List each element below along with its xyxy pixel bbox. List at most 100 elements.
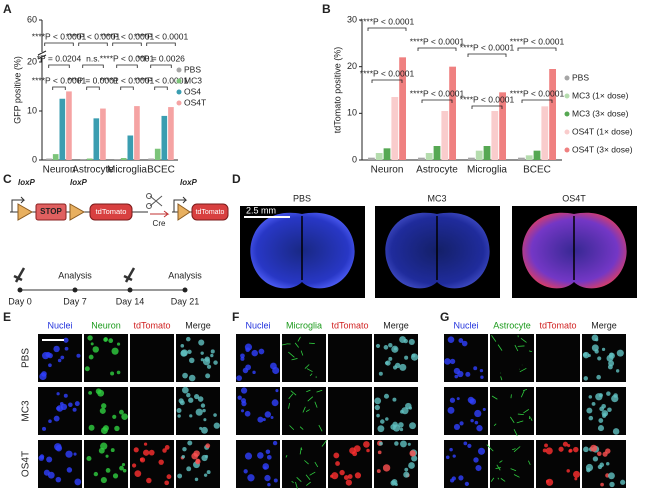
cell: [56, 392, 60, 396]
micrograph: [582, 440, 626, 488]
cell-process: [300, 447, 303, 451]
cell: [409, 450, 416, 457]
legend-marker: [176, 78, 182, 84]
cell-process: [516, 420, 524, 424]
cell: [213, 360, 218, 365]
cell: [609, 481, 615, 488]
bar: [154, 148, 161, 160]
y-tick-label: 60: [27, 14, 37, 24]
cre-arrow: [150, 210, 170, 218]
cell: [57, 358, 62, 363]
legend-marker: [176, 89, 182, 95]
legend-marker: [176, 67, 182, 73]
cell: [545, 479, 549, 483]
cell-process: [523, 389, 528, 392]
column-header: tdTomato: [133, 320, 170, 330]
cell-process: [299, 426, 304, 430]
cell: [595, 338, 599, 342]
legend-marker: [564, 93, 570, 99]
cell: [608, 472, 615, 480]
cell: [447, 336, 455, 343]
row-label: PBS: [21, 348, 32, 368]
cell: [48, 363, 52, 368]
cell: [116, 342, 121, 346]
tdtomato-gene: [89, 203, 133, 221]
cell: [377, 425, 385, 433]
cell: [608, 360, 615, 367]
cell: [64, 346, 69, 351]
cell: [121, 413, 128, 421]
significance-label: ****P < 0.0001: [100, 31, 155, 41]
cell: [588, 395, 593, 399]
cell: [245, 364, 252, 371]
cell: [461, 340, 468, 347]
cell: [385, 417, 389, 421]
cell: [590, 444, 598, 452]
cell: [363, 441, 370, 448]
cell: [398, 422, 404, 428]
cell: [105, 468, 111, 473]
cell: [473, 457, 479, 463]
panel-letter: F: [232, 310, 239, 324]
cell: [63, 337, 69, 343]
cell-process: [514, 344, 519, 352]
cell-process: [285, 455, 288, 458]
cell: [204, 356, 210, 362]
cell: [258, 348, 265, 355]
significance-bracket: [146, 42, 176, 46]
timeline-dot: [72, 287, 78, 293]
cell: [339, 469, 345, 476]
cell: [42, 426, 47, 431]
cell: [73, 452, 77, 456]
cell: [458, 338, 464, 343]
cell: [382, 464, 391, 472]
significance-bracket: [120, 86, 134, 90]
x-tick-label: BCEC: [147, 165, 175, 176]
cell: [162, 448, 167, 453]
cell: [558, 446, 564, 452]
bar: [533, 150, 541, 160]
cell: [88, 424, 95, 431]
legend-label: MC3: [184, 75, 202, 85]
cell: [195, 458, 201, 465]
cell: [164, 480, 170, 486]
day-label: Day 7: [63, 296, 87, 306]
legend-marker: [176, 100, 182, 106]
cell: [53, 345, 60, 353]
cell: [111, 347, 119, 355]
cell-process: [305, 409, 310, 412]
cell-process: [304, 364, 310, 369]
cell-process: [528, 350, 532, 353]
cell: [88, 354, 94, 360]
cell: [583, 446, 589, 453]
analysis-label: Analysis: [58, 270, 92, 280]
cell-process: [500, 478, 506, 482]
significance-label: ***P = 0.0001: [67, 75, 118, 85]
cell: [76, 353, 81, 358]
cell: [195, 408, 203, 416]
bar: [483, 146, 491, 160]
cell-process: [314, 461, 319, 468]
cell: [331, 472, 339, 480]
bar: [368, 157, 375, 160]
cell: [410, 353, 419, 361]
cell: [243, 469, 248, 474]
cell-process: [300, 350, 304, 356]
cell: [205, 443, 211, 449]
cell: [605, 448, 611, 454]
significance-label: n.s.: [86, 53, 100, 63]
cell: [366, 448, 370, 453]
cell: [200, 403, 206, 408]
cell: [176, 407, 182, 413]
significance-label: ****P < 0.0001: [410, 36, 465, 46]
significance-bracket: [417, 47, 457, 51]
legend-label: MC3 (1× dose): [572, 90, 629, 100]
bar: [46, 158, 52, 160]
cell: [470, 418, 474, 423]
legend-label: PBS: [184, 64, 201, 74]
y-tick-label: 0: [352, 154, 357, 164]
cell: [392, 397, 397, 402]
cell: [48, 419, 52, 423]
cell: [194, 477, 199, 482]
cell: [445, 455, 450, 460]
